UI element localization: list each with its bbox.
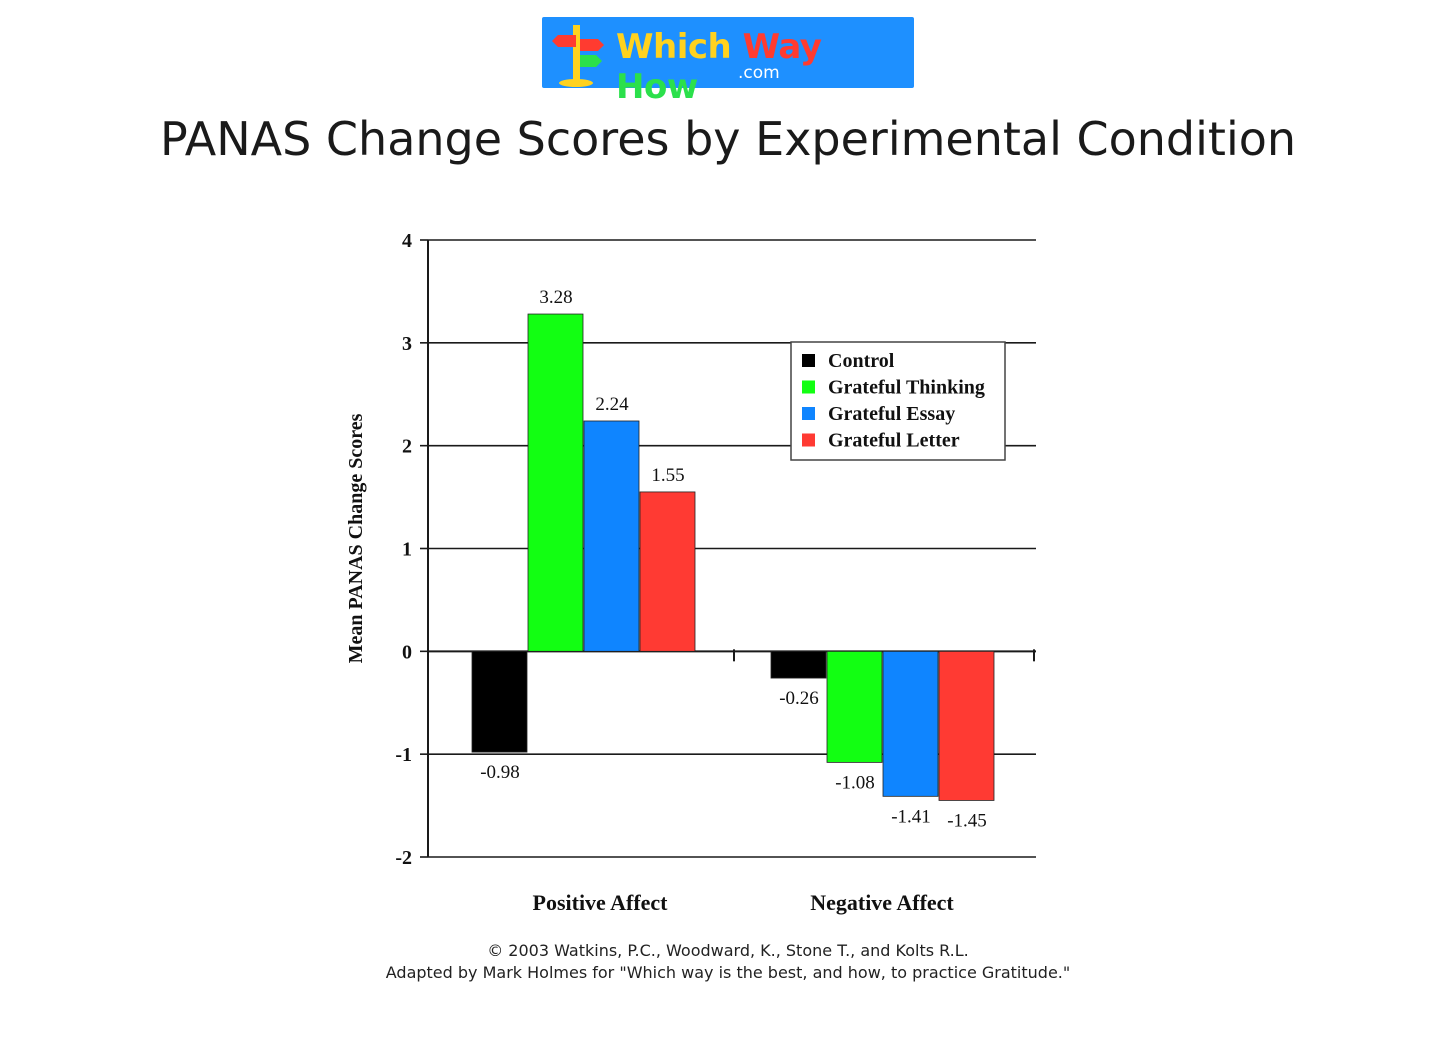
legend-label: Grateful Letter: [828, 430, 960, 452]
logo-wordmark: Which Way How: [616, 27, 914, 107]
y-tick-label: 0: [402, 641, 412, 663]
y-tick-label: 1: [402, 539, 412, 561]
site-logo: Which Way How .com: [542, 17, 914, 107]
legend-swatch: [802, 380, 815, 394]
legend-swatch: [802, 354, 815, 367]
data-label: 2.24: [595, 394, 629, 415]
signpost-icon: [552, 25, 604, 87]
data-label: -0.26: [779, 688, 819, 709]
legend-swatch: [802, 407, 815, 420]
bar: [770, 650, 827, 679]
bar-chart: 4 3 2 1 0 -1 -2 Mean PANAS Change Scores -0.98 3.…: [345, 230, 1036, 915]
bar: [938, 650, 995, 801]
bar: [882, 650, 939, 797]
bar: [471, 650, 528, 753]
legend-label: Control: [828, 350, 895, 372]
logo-word-which: Which: [616, 27, 732, 67]
data-label: -1.08: [835, 772, 875, 793]
legend-label: Grateful Essay: [828, 403, 955, 425]
y-tick-label: 4: [402, 230, 412, 252]
y-tick-label: 2: [402, 436, 412, 458]
data-label: -1.41: [891, 806, 931, 827]
bar: [527, 313, 584, 652]
page-title: PANAS Change Scores by Experimental Cond…: [159, 112, 1297, 166]
data-label: 1.55: [651, 465, 684, 486]
adaptation-line: Adapted by Mark Holmes for "Which way is…: [385, 963, 1071, 982]
y-tick-label: -2: [395, 847, 412, 869]
logo-word-how: How: [616, 67, 698, 107]
data-label: 3.28: [539, 287, 572, 308]
legend-box: [790, 341, 1006, 461]
x-category-label: Positive Affect: [533, 890, 669, 915]
credits: © 2003 Watkins, P.C., Woodward, K., Ston…: [0, 940, 1456, 984]
logo-suffix: .com: [738, 63, 780, 83]
y-tick-label: 3: [402, 333, 412, 355]
data-label: -0.98: [480, 762, 520, 783]
bar: [639, 491, 696, 652]
legend-label: Grateful Thinking: [828, 377, 985, 399]
bar: [826, 650, 883, 763]
data-label: -1.45: [947, 810, 987, 831]
legend-swatch: [802, 433, 815, 447]
y-axis-label: Mean PANAS Change Scores: [345, 413, 367, 663]
logo-word-way: Way: [742, 27, 822, 67]
bar: [583, 420, 640, 652]
copyright-line: © 2003 Watkins, P.C., Woodward, K., Ston…: [487, 941, 969, 960]
x-category-label: Negative Affect: [810, 890, 954, 915]
y-tick-label: -1: [395, 744, 412, 766]
